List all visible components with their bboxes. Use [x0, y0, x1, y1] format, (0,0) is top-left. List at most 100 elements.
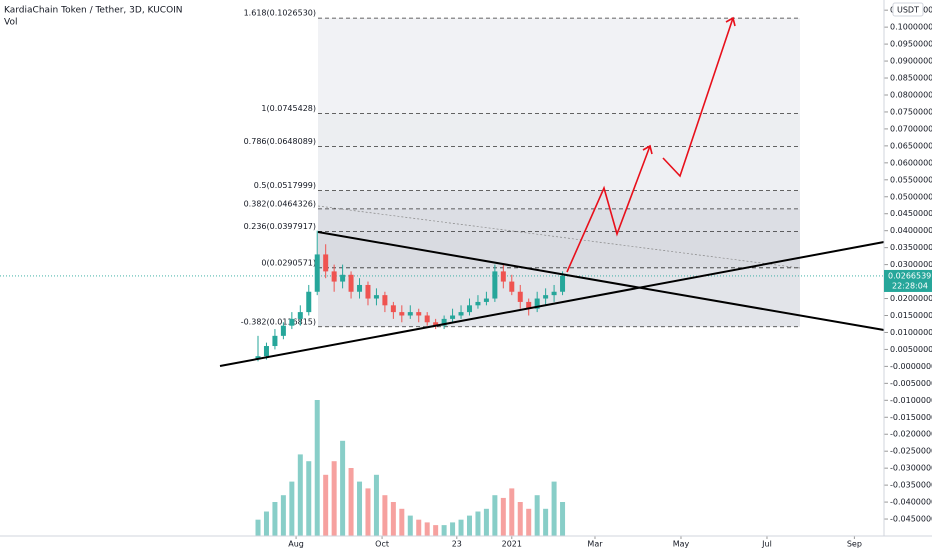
candle-body — [373, 295, 379, 299]
arrow-head — [642, 144, 653, 155]
y-tick-label: 0.0350000 — [890, 243, 932, 252]
fib-label: 0.236(0.0397917) — [244, 222, 316, 231]
candle-body — [407, 312, 413, 316]
candle-body — [450, 315, 456, 319]
y-tick-label: -0.0100000 — [890, 396, 932, 405]
chart-title: KardiaChain Token / Tether, 3D, KUCOIN — [4, 6, 183, 16]
axes: 0.10500000.10000000.09500000.09000000.08… — [0, 6, 932, 549]
y-tick-label: 0.0950000 — [890, 40, 932, 49]
volume-bar — [272, 502, 278, 536]
volume-bar — [314, 400, 320, 536]
y-tick-label: 0.0600000 — [890, 158, 932, 167]
volume-bar — [441, 525, 447, 536]
support-trendline — [219, 241, 885, 367]
candle-body — [424, 315, 430, 323]
volume-bar — [458, 519, 464, 536]
candle-body — [458, 312, 464, 316]
volume-bar — [289, 481, 295, 536]
y-tick-label: 0.0150000 — [890, 311, 932, 320]
volume-bar — [306, 461, 312, 536]
currency-badge[interactable] — [892, 2, 924, 17]
y-tick-label: -0.0250000 — [890, 447, 932, 456]
fib-bands — [318, 18, 800, 327]
fib-band — [318, 208, 800, 232]
volume-bar — [331, 461, 337, 536]
candle-body — [517, 291, 523, 302]
x-tick-label: May — [673, 540, 690, 549]
volume-bar — [475, 511, 481, 536]
candle-body — [306, 291, 312, 313]
candle-body — [551, 291, 557, 296]
y-tick-label: 0.0900000 — [890, 57, 932, 66]
candle-body — [390, 305, 396, 313]
fib-band — [318, 113, 800, 147]
volume-bar — [280, 495, 286, 536]
fib-label: -0.382(0.0116815) — [241, 317, 316, 326]
last-price-label: 0.0266539 — [888, 271, 931, 280]
y-tick-label: 0.0800000 — [890, 90, 932, 99]
volume-bar — [492, 495, 498, 536]
candle-body — [272, 335, 278, 347]
x-tick-label: Oct — [375, 540, 389, 549]
fib-band — [318, 190, 800, 209]
candle-body — [331, 271, 337, 282]
candle-body — [340, 274, 346, 282]
volume-bar — [526, 508, 532, 536]
fib-band — [318, 231, 800, 268]
volume-bar — [357, 481, 363, 536]
volume-bar — [297, 454, 303, 536]
last-price-tag — [884, 269, 932, 292]
candle-body — [441, 318, 447, 326]
volume-bar — [373, 474, 379, 536]
volume-bar — [263, 511, 269, 536]
volume-label: Vol — [4, 18, 17, 28]
fib-band — [318, 267, 800, 327]
volume-bar — [509, 488, 515, 536]
candle-body — [526, 301, 532, 309]
volume-bar — [500, 497, 506, 536]
volume-bar — [416, 519, 422, 536]
y-tick-label: 0.0450000 — [890, 209, 932, 218]
resistance-trendline — [317, 231, 885, 331]
projection-arrow — [662, 17, 734, 178]
countdown: 22:28:04 — [892, 281, 928, 290]
volume-bar — [340, 440, 346, 536]
y-tick-label: -0.0400000 — [890, 498, 932, 507]
fib-label: 0.5(0.0517999) — [254, 181, 316, 190]
candle-body — [466, 305, 472, 313]
fib-label: 0.786(0.0648089) — [244, 137, 316, 146]
volume-bar — [534, 495, 540, 536]
y-tick-label: 0.0050000 — [890, 345, 932, 354]
y-tick-label: 0.0100000 — [890, 328, 932, 337]
volume-bar — [424, 522, 430, 536]
volume-bar — [560, 502, 566, 536]
y-tick-label: 0.0700000 — [890, 124, 932, 133]
candle-body — [483, 298, 489, 302]
candle-body — [323, 254, 329, 272]
volume-bar — [543, 508, 549, 536]
y-tick-label: -0.0350000 — [890, 481, 932, 490]
candle-body — [534, 298, 540, 309]
y-tick-label: -0.0050000 — [890, 379, 932, 388]
y-tick-label: -0.0200000 — [890, 430, 932, 439]
x-tick-label: 23 — [452, 540, 462, 549]
candle-body — [365, 284, 371, 299]
y-tick-label: -0.0300000 — [890, 464, 932, 473]
volume-bar — [323, 474, 329, 536]
candle-body — [475, 301, 481, 306]
y-tick-label: 0.0300000 — [890, 260, 932, 269]
x-tick-label: Jul — [761, 540, 772, 549]
y-tick-label: 0.0400000 — [890, 226, 932, 235]
candle-body — [297, 312, 303, 319]
y-tick-label: 0.0550000 — [890, 175, 932, 184]
candle-body — [492, 271, 498, 299]
volume-bar — [450, 522, 456, 536]
candle-body — [560, 275, 566, 292]
candle-body — [263, 346, 269, 357]
fib-label: 0(0.0290571) — [261, 258, 316, 267]
volume-bar — [255, 519, 261, 536]
candle-body — [509, 281, 515, 292]
candle-body — [543, 295, 549, 299]
y-tick-label: -0.0150000 — [890, 413, 932, 422]
volume-bar — [399, 508, 405, 536]
